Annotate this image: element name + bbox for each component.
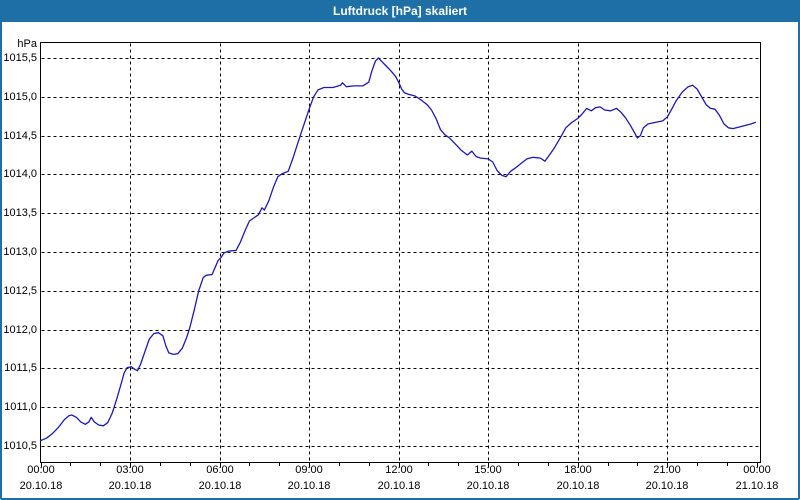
x-tick-time-label: 00:00 bbox=[743, 464, 771, 476]
x-tick-time-label: 06:00 bbox=[206, 464, 234, 476]
y-tick-label: 1015,0 bbox=[3, 91, 37, 103]
x-tick-date-label: 20.10.18 bbox=[645, 480, 689, 492]
y-tick-label: 1014,0 bbox=[3, 168, 37, 180]
y-tick-label: 1010,5 bbox=[3, 440, 37, 452]
x-tick-date-label: 20.10.18 bbox=[19, 480, 63, 492]
x-tick-time-label: 18:00 bbox=[564, 464, 592, 476]
y-axis-unit-label: hPa bbox=[17, 38, 37, 50]
y-tick-label: 1013,0 bbox=[3, 246, 37, 258]
title-bar: Luftdruck [hPa] skaliert bbox=[0, 0, 800, 22]
x-tick-time-label: 15:00 bbox=[474, 464, 502, 476]
x-tick-time-label: 00:00 bbox=[27, 464, 55, 476]
y-tick-label: 1015,5 bbox=[3, 52, 37, 64]
y-tick-label: 1012,0 bbox=[3, 324, 37, 336]
x-tick-date-label: 20.10.18 bbox=[287, 480, 331, 492]
y-tick-label: 1012,5 bbox=[3, 285, 37, 297]
x-tick-time-label: 09:00 bbox=[295, 464, 323, 476]
x-tick-date-label: 20.10.18 bbox=[556, 480, 600, 492]
x-tick-time-label: 12:00 bbox=[385, 464, 413, 476]
x-tick-date-label: 20.10.18 bbox=[466, 480, 510, 492]
x-tick-date-label: 20.10.18 bbox=[198, 480, 242, 492]
x-tick-date-label: 20.10.18 bbox=[108, 480, 152, 492]
plot-frame bbox=[40, 42, 761, 463]
y-tick-label: 1011,5 bbox=[4, 362, 37, 374]
x-tick-time-label: 03:00 bbox=[116, 464, 144, 476]
x-tick-date-label: 21.10.18 bbox=[735, 480, 779, 492]
y-tick-label: 1014,5 bbox=[3, 130, 37, 142]
x-tick-time-label: 21:00 bbox=[653, 464, 681, 476]
x-tick-date-label: 20.10.18 bbox=[377, 480, 421, 492]
series-line-luftdruck bbox=[39, 57, 756, 442]
y-tick-label: 1011,0 bbox=[4, 401, 37, 413]
y-tick-label: 1013,5 bbox=[3, 207, 37, 219]
window-title: Luftdruck [hPa] skaliert bbox=[332, 4, 468, 18]
